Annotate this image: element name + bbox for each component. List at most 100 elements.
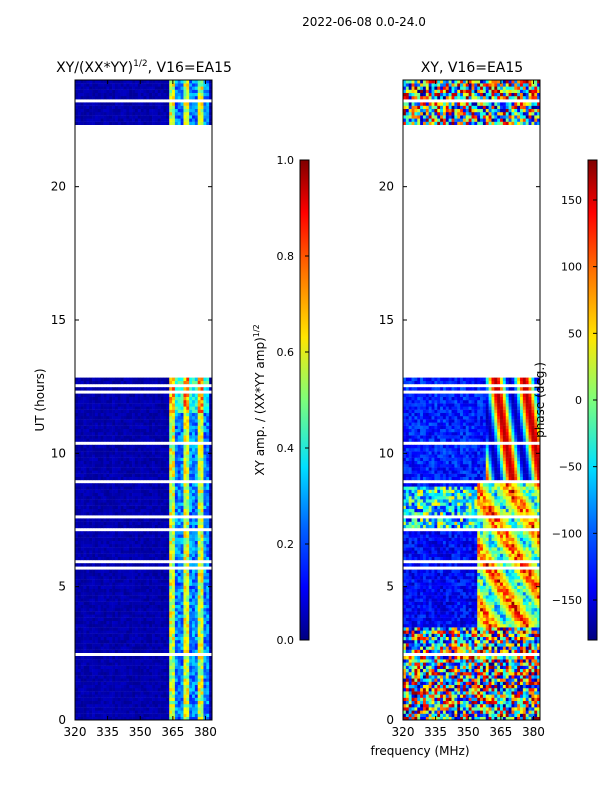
heatmap-cell xyxy=(120,588,124,593)
heatmap-cell xyxy=(180,489,184,493)
heatmap-cell xyxy=(152,588,156,593)
heatmap-cell xyxy=(140,432,144,436)
heatmap-cell xyxy=(152,118,156,122)
heatmap-cell xyxy=(100,640,104,644)
heatmap-cell xyxy=(132,633,136,637)
heatmap-cell xyxy=(97,688,101,692)
heatmap-cell xyxy=(177,400,181,404)
heatmap-cell xyxy=(109,425,113,429)
heatmap-cell xyxy=(75,601,79,605)
heatmap-cell xyxy=(140,595,144,599)
heatmap-cell xyxy=(203,508,207,513)
heatmap-cell xyxy=(203,572,207,577)
heatmap-cell xyxy=(80,428,84,433)
heatmap-cell xyxy=(209,400,213,404)
heatmap-cell xyxy=(140,579,144,583)
heatmap-cell xyxy=(209,115,213,119)
heatmap-cell xyxy=(194,489,199,493)
heatmap-cell xyxy=(109,412,113,417)
heatmap-cell xyxy=(137,716,141,721)
heatmap-cell xyxy=(157,643,161,647)
heatmap-cell xyxy=(194,563,199,567)
heatmap-cell xyxy=(77,486,82,490)
heatmap-cell xyxy=(109,419,113,423)
heatmap-cell xyxy=(177,499,181,503)
heatmap-cell xyxy=(206,633,210,637)
heatmap-cell xyxy=(172,489,176,493)
heatmap-cell xyxy=(123,569,127,573)
heatmap-cell xyxy=(100,547,104,551)
heatmap-cell xyxy=(112,448,116,452)
heatmap-cell xyxy=(123,448,127,452)
heatmap-cell xyxy=(80,547,84,551)
heatmap-cell xyxy=(103,380,107,385)
heatmap-cell xyxy=(192,665,196,669)
heatmap-cell xyxy=(143,569,147,573)
heatmap-cell xyxy=(166,707,170,711)
heatmap-cell xyxy=(206,112,210,116)
heatmap-cell xyxy=(183,108,187,113)
heatmap-cell xyxy=(75,547,79,551)
heatmap-cell xyxy=(77,585,82,589)
heatmap-cell xyxy=(77,444,82,449)
heatmap-cell xyxy=(152,486,156,490)
heatmap-cell xyxy=(134,716,139,721)
heatmap-cell xyxy=(120,656,124,660)
heatmap-cell xyxy=(117,432,121,436)
heatmap-cell xyxy=(206,406,210,410)
heatmap-cell xyxy=(140,492,144,497)
heatmap-cell xyxy=(174,419,179,423)
heatmap-cell xyxy=(192,492,196,497)
heatmap-cell xyxy=(77,668,82,673)
heatmap-cell xyxy=(174,572,179,577)
heatmap-cell xyxy=(169,681,173,685)
heatmap-cell xyxy=(114,489,119,493)
heatmap-cell xyxy=(209,556,213,561)
heatmap-cell xyxy=(89,598,93,602)
heatmap-cell xyxy=(183,694,187,698)
heatmap-cell xyxy=(83,624,87,628)
heatmap-cell xyxy=(100,700,104,705)
heatmap-cell xyxy=(137,678,141,682)
heatmap-cell xyxy=(143,707,147,711)
heatmap-cell xyxy=(194,668,199,673)
heatmap-cell xyxy=(129,691,133,695)
heatmap-cell xyxy=(169,608,173,612)
heatmap-cell xyxy=(94,396,99,401)
heatmap-cell xyxy=(92,416,96,420)
heatmap-cell xyxy=(94,643,99,647)
heatmap-cell xyxy=(106,115,110,119)
heatmap-cell xyxy=(154,534,159,538)
heatmap-cell xyxy=(183,668,187,673)
heatmap-cell xyxy=(109,393,113,397)
heatmap-cell xyxy=(160,483,164,487)
heatmap-cell xyxy=(137,630,141,634)
heatmap-cell xyxy=(100,608,104,612)
heatmap-cell xyxy=(143,675,147,679)
heatmap-cell xyxy=(134,108,139,113)
heatmap-cell xyxy=(117,684,121,689)
heatmap-cell xyxy=(152,464,156,468)
heatmap-cell xyxy=(203,393,207,397)
heatmap-cell xyxy=(166,697,170,701)
heatmap-cell xyxy=(197,630,201,634)
heatmap-cell xyxy=(152,112,156,116)
heatmap-cell xyxy=(149,585,153,589)
heatmap-cell xyxy=(169,630,173,634)
heatmap-cell xyxy=(92,118,96,122)
heatmap-cell xyxy=(86,489,90,493)
heatmap-cell xyxy=(166,716,170,721)
heatmap-cell xyxy=(126,588,130,593)
heatmap-cell xyxy=(86,496,90,500)
heatmap-cell xyxy=(172,595,176,599)
heatmap-cell xyxy=(89,512,93,516)
heatmap-cell xyxy=(120,640,124,644)
heatmap-cell xyxy=(132,422,136,426)
heatmap-cell xyxy=(75,553,79,557)
heatmap-cell xyxy=(143,572,147,577)
heatmap-cell xyxy=(203,409,207,413)
heatmap-cell xyxy=(100,691,104,695)
heatmap-cell xyxy=(152,457,156,461)
heatmap-cell xyxy=(80,681,84,685)
